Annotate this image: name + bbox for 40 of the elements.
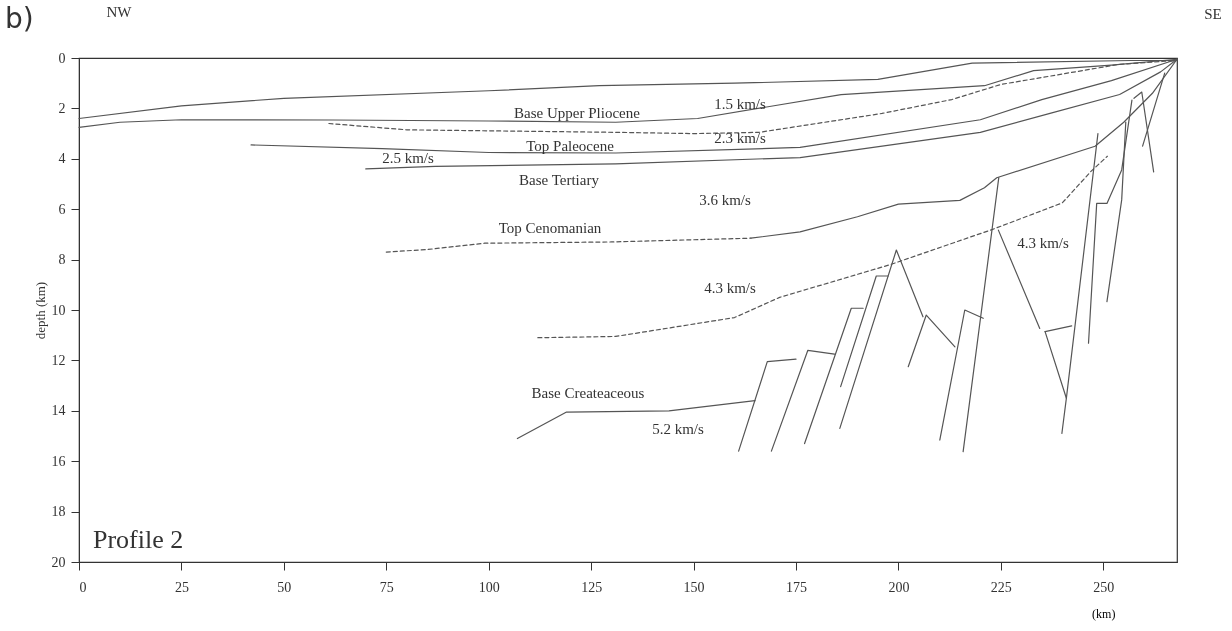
x-tick-label: 50 <box>277 579 292 595</box>
text: NW <box>106 4 133 20</box>
y-tick-label: 8 <box>58 252 66 268</box>
annotation: Base Upper Pliocene <box>514 105 641 121</box>
y-tick-label: 6 <box>58 201 66 217</box>
x-tick-label: 175 <box>785 579 807 595</box>
annotation: Profile 2 <box>93 525 184 554</box>
annotation: 4.3 km/s <box>1017 235 1069 251</box>
x-axis-title: (km) <box>1092 606 1116 621</box>
x-tick-label: 75 <box>379 579 394 595</box>
annotation: Base Tertiary <box>519 172 600 188</box>
annotation: 5.2 km/s <box>652 421 704 437</box>
annotation: Top Cenomanian <box>498 220 602 236</box>
x-tick-label: 250 <box>1093 579 1115 595</box>
y-tick-label: 2 <box>58 100 66 116</box>
annotation: Top Paleocene <box>526 138 615 154</box>
x-tick-label: 100 <box>478 579 500 595</box>
annotation: 1.5 km/s <box>714 96 766 112</box>
x-tick-label: 125 <box>581 579 603 595</box>
annotation: 4.3 km/s <box>704 280 756 296</box>
y-tick-label: 16 <box>51 453 66 469</box>
chart-title: b) <box>5 2 34 35</box>
y-tick-label: 14 <box>51 403 66 419</box>
x-tick-label: 200 <box>888 579 910 595</box>
y-axis-title: depth (km) <box>32 281 48 340</box>
annotation: Base Createaceous <box>531 385 645 401</box>
y-tick-label: 12 <box>51 352 66 368</box>
x-tick-label: 225 <box>990 579 1012 595</box>
x-tick-label: 25 <box>174 579 189 595</box>
annotation: 2.3 km/s <box>714 130 766 146</box>
annotation: 2.5 km/s <box>382 150 434 166</box>
x-tick-label: 0 <box>79 579 87 595</box>
text: SE <box>1204 6 1222 22</box>
annotation: 3.6 km/s <box>699 192 751 208</box>
x-tick-label: 150 <box>683 579 705 595</box>
y-tick-label: 20 <box>51 554 66 570</box>
y-tick-label: 10 <box>51 302 66 318</box>
y-tick-label: 18 <box>51 504 66 520</box>
y-tick-label: 0 <box>58 50 66 66</box>
y-tick-label: 4 <box>58 151 66 167</box>
